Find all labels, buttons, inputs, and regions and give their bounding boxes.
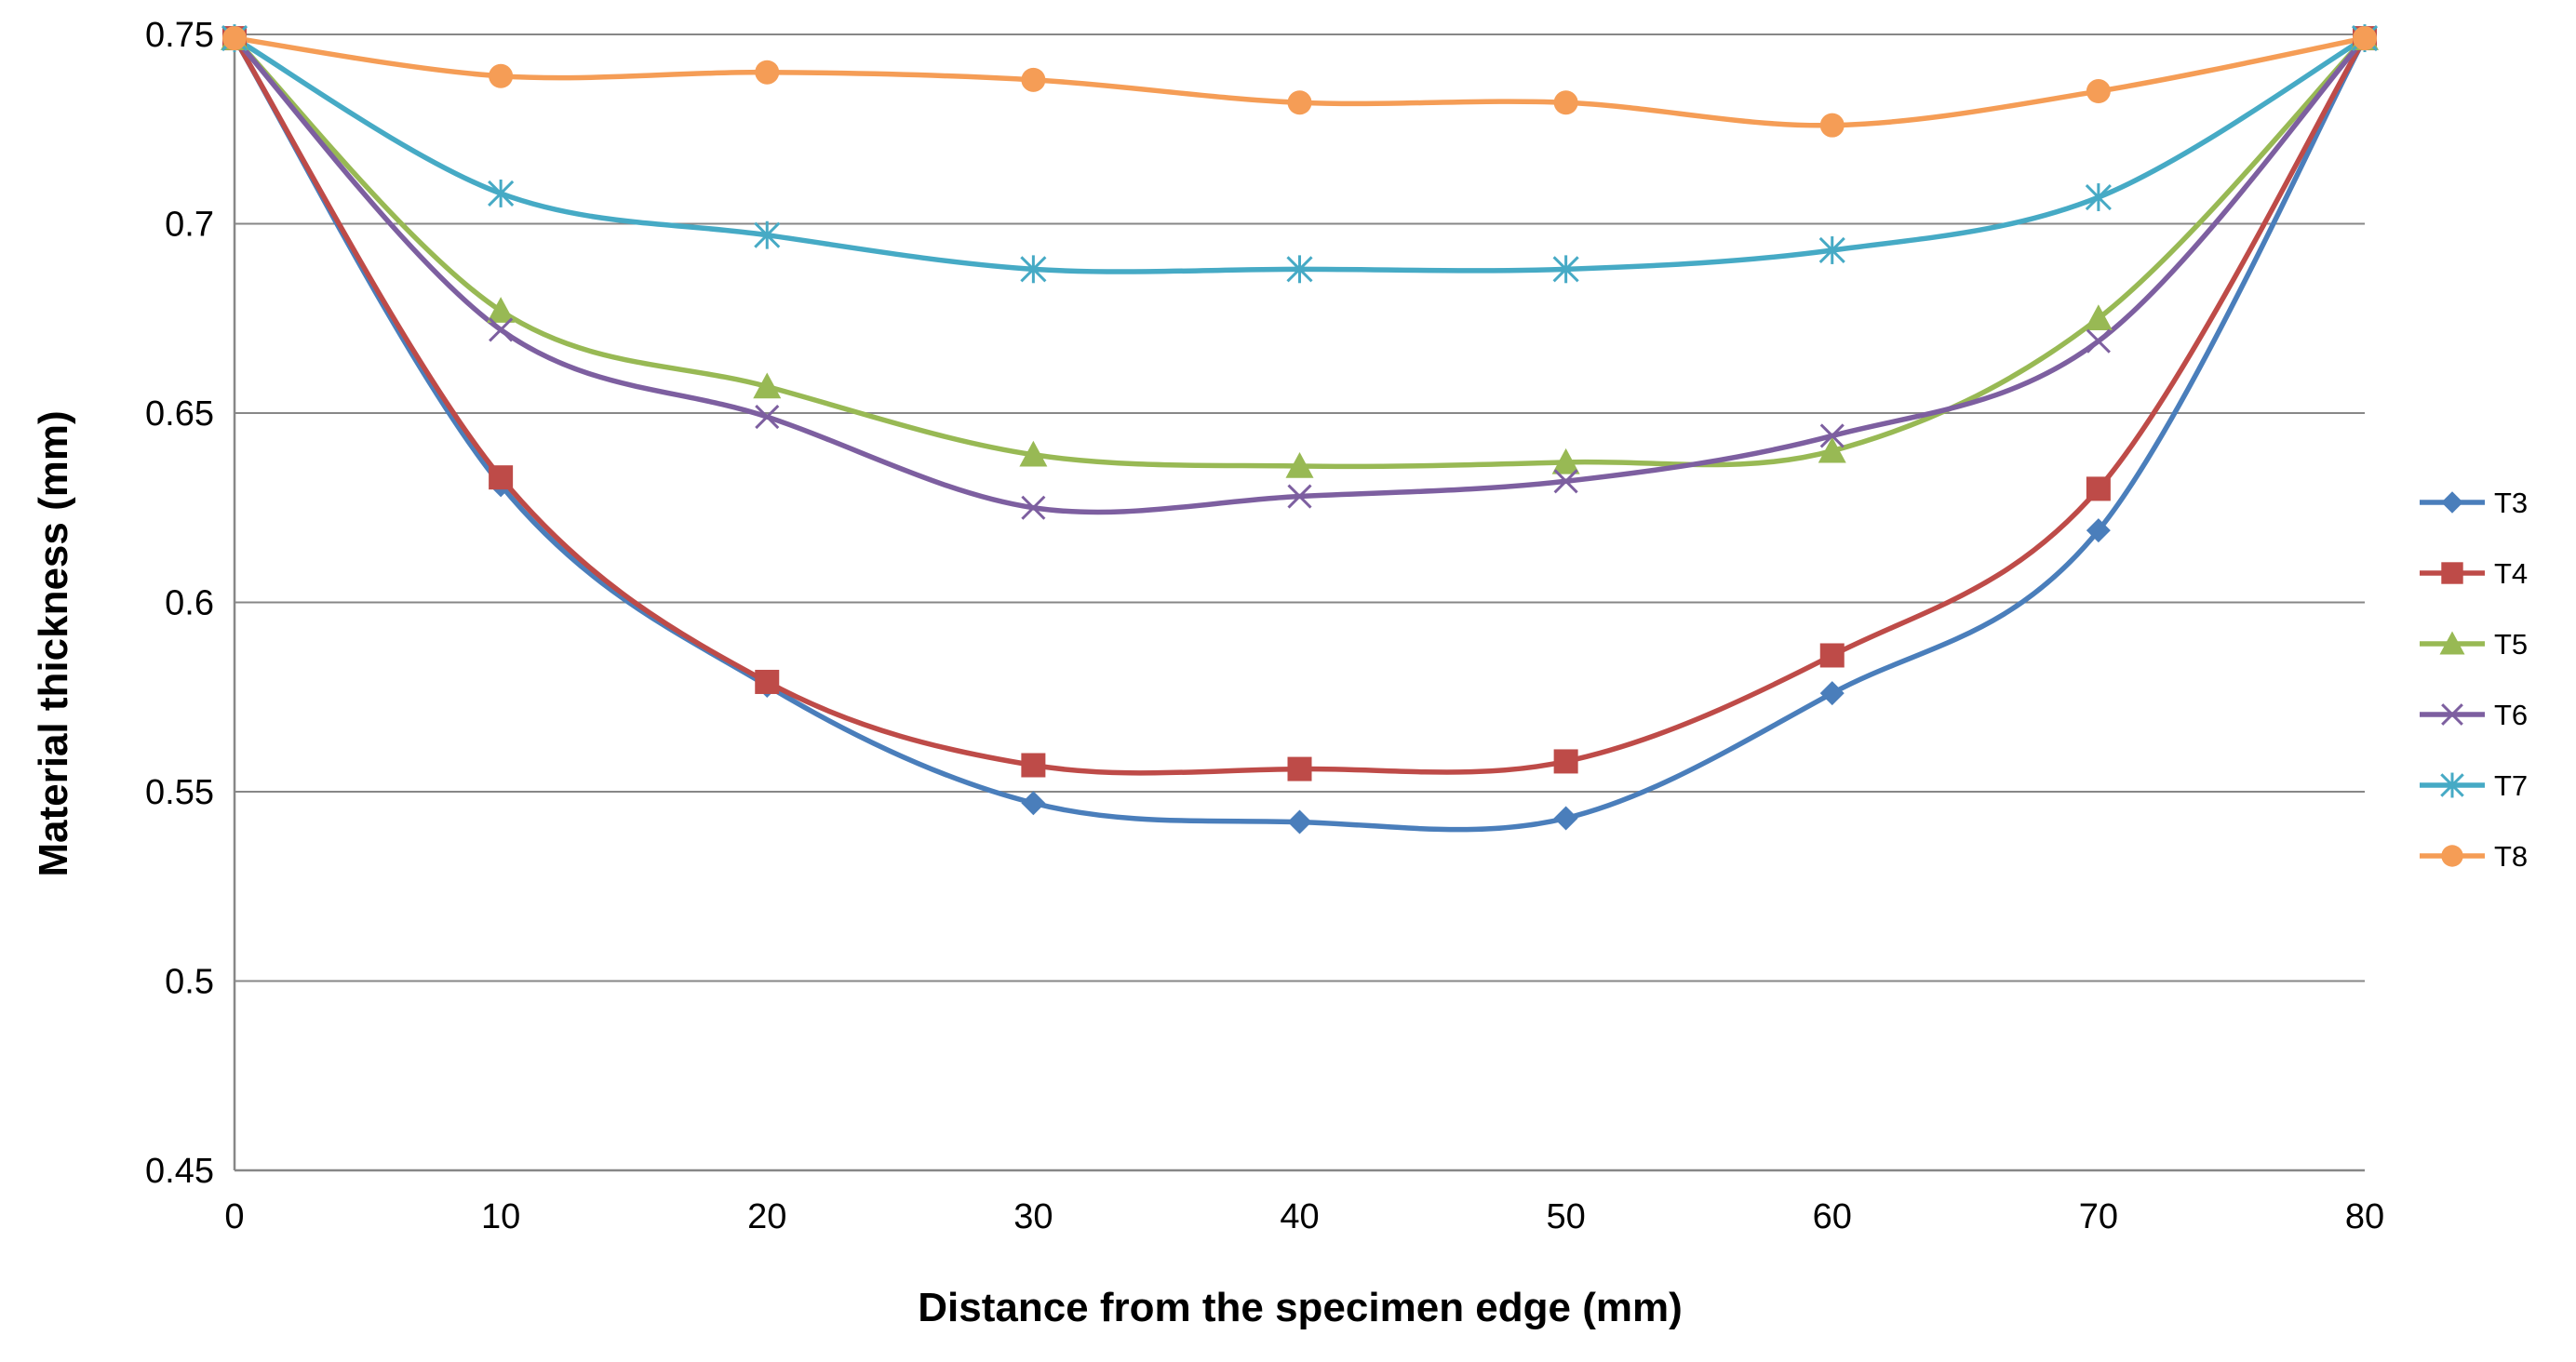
legend-marker bbox=[2441, 491, 2463, 514]
series-line-t3 bbox=[232, 35, 2368, 833]
axes: 0.45 0.5 0.55 0.6 0.65 0.7 0.75 0 10 20 30 40 50 60 70… bbox=[145, 16, 2384, 1236]
data-point-t4 bbox=[489, 465, 514, 490]
y-tick-label: 0.6 bbox=[165, 584, 214, 623]
data-point-t5 bbox=[487, 297, 516, 323]
data-point-t3 bbox=[1819, 681, 1845, 706]
y-tick-label: 0.45 bbox=[145, 1152, 214, 1191]
x-tick-label: 50 bbox=[1546, 1197, 1585, 1236]
data-point-t5 bbox=[1818, 436, 1846, 463]
y-tick-label: 0.7 bbox=[165, 206, 214, 245]
series-line-t7 bbox=[232, 35, 2368, 274]
legend-label: T7 bbox=[2494, 769, 2528, 802]
data-point-t8 bbox=[2086, 79, 2111, 104]
x-tick-label: 70 bbox=[2079, 1197, 2118, 1236]
legend-label: T3 bbox=[2494, 487, 2528, 519]
x-axis-title: Distance from the specimen edge (mm) bbox=[918, 1285, 1683, 1330]
marker-stroke bbox=[1021, 495, 1046, 520]
data-point-t6 bbox=[755, 405, 780, 430]
data-point-t3 bbox=[1287, 809, 1312, 835]
x-tick-label: 30 bbox=[1013, 1197, 1053, 1236]
data-point-t3 bbox=[1021, 791, 1046, 816]
series-line-t4 bbox=[232, 35, 2368, 776]
x-tick-label: 80 bbox=[2345, 1197, 2384, 1236]
marker-stroke bbox=[1287, 484, 1312, 509]
data-point-t4 bbox=[1287, 756, 1312, 781]
data-point-t7 bbox=[754, 220, 781, 249]
series-lines bbox=[232, 35, 2368, 833]
data-point-t5 bbox=[753, 372, 782, 399]
data-point-t5 bbox=[1285, 451, 1314, 478]
legend-marker bbox=[2441, 562, 2463, 584]
data-point-t4 bbox=[1021, 753, 1046, 778]
legend-item-t3: T3 bbox=[2420, 487, 2528, 519]
data-point-t7 bbox=[488, 179, 515, 207]
legend-marker bbox=[2441, 703, 2463, 726]
legend-label: T8 bbox=[2494, 840, 2528, 873]
legend: T3 T4 T5 T6 T7 T8 bbox=[2420, 487, 2528, 873]
data-point-t7 bbox=[1020, 255, 1047, 284]
data-point-t4 bbox=[1819, 643, 1845, 668]
data-point-t6 bbox=[1287, 484, 1312, 509]
data-point-t8 bbox=[489, 63, 514, 88]
data-point-t7 bbox=[1286, 255, 1313, 284]
marker-stroke bbox=[755, 405, 780, 430]
y-axis-title: Material thickness (mm) bbox=[31, 410, 76, 876]
marker-stroke bbox=[489, 317, 514, 342]
data-point-t5 bbox=[1019, 440, 1048, 467]
data-point-t4 bbox=[1553, 749, 1578, 774]
data-point-t8 bbox=[1287, 90, 1312, 115]
data-point-t4 bbox=[755, 669, 780, 694]
y-tick-label: 0.55 bbox=[145, 773, 214, 812]
x-tick-label: 20 bbox=[747, 1197, 786, 1236]
data-point-t8 bbox=[1021, 67, 1046, 92]
data-point-t6 bbox=[1819, 423, 1845, 448]
legend-marker bbox=[2440, 772, 2464, 798]
data-point-t8 bbox=[2353, 26, 2377, 51]
legend-marker bbox=[2441, 845, 2463, 867]
data-point-t8 bbox=[222, 26, 247, 51]
legend-marker bbox=[2439, 631, 2465, 655]
marker-stroke bbox=[2441, 703, 2463, 726]
data-point-t8 bbox=[755, 60, 780, 85]
data-point-t7 bbox=[1818, 236, 1845, 264]
legend-item-t6: T6 bbox=[2420, 699, 2528, 731]
data-point-t3 bbox=[2086, 518, 2111, 543]
data-point-t7 bbox=[1552, 255, 1579, 284]
data-point-t5 bbox=[1551, 447, 1580, 474]
data-point-t8 bbox=[1819, 113, 1845, 138]
y-tick-label: 0.65 bbox=[145, 394, 214, 434]
marker-stroke bbox=[1819, 423, 1845, 448]
data-point-t4 bbox=[2086, 476, 2111, 501]
marker-stroke bbox=[2086, 328, 2111, 354]
legend-label: T4 bbox=[2494, 557, 2528, 590]
legend-item-t5: T5 bbox=[2420, 628, 2528, 661]
series-markers bbox=[221, 24, 2379, 835]
data-point-t3 bbox=[1553, 806, 1578, 831]
data-point-t8 bbox=[1553, 90, 1578, 115]
data-point-t7 bbox=[2085, 183, 2112, 211]
legend-label: T6 bbox=[2494, 699, 2528, 731]
y-tick-label: 0.75 bbox=[145, 16, 214, 55]
data-point-t6 bbox=[1021, 495, 1046, 520]
data-point-t5 bbox=[2084, 304, 2113, 330]
data-point-t6 bbox=[489, 317, 514, 342]
data-point-t6 bbox=[2086, 328, 2111, 354]
legend-item-t7: T7 bbox=[2420, 769, 2528, 802]
marker-stroke bbox=[1553, 469, 1578, 494]
legend-label: T5 bbox=[2494, 628, 2528, 661]
data-point-t6 bbox=[1553, 469, 1578, 494]
legend-item-t4: T4 bbox=[2420, 557, 2528, 590]
legend-item-t8: T8 bbox=[2420, 840, 2528, 873]
x-tick-label: 60 bbox=[1813, 1197, 1852, 1236]
x-tick-label: 10 bbox=[481, 1197, 520, 1236]
y-tick-label: 0.5 bbox=[165, 963, 214, 1002]
x-tick-label: 40 bbox=[1280, 1197, 1319, 1236]
gridlines bbox=[235, 33, 2365, 982]
x-tick-label: 0 bbox=[224, 1197, 244, 1236]
